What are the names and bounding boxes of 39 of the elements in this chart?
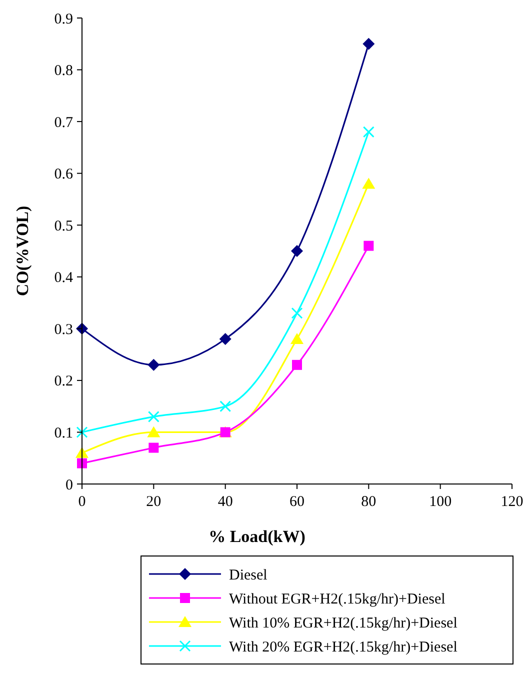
y-tick-label: 0.4 xyxy=(54,270,74,286)
x-tick-label: 60 xyxy=(290,494,304,510)
y-tick-label: 0.5 xyxy=(54,218,73,234)
point xyxy=(77,458,87,468)
point xyxy=(364,240,374,251)
legend-label: With 20% EGR+H2(.15kg/hr)+Diesel xyxy=(229,639,458,656)
point xyxy=(362,126,374,138)
y-axis-title: CO(%VOL) xyxy=(13,206,32,296)
legend-label: With 10% EGR+H2(.15kg/hr)+Diesel xyxy=(229,615,458,632)
y-tick-label: 0.6 xyxy=(54,166,74,183)
x-axis-title: % Load(kW) xyxy=(208,527,306,546)
point xyxy=(148,442,159,453)
point xyxy=(362,38,375,50)
point xyxy=(76,426,88,438)
point xyxy=(290,333,304,344)
x-tick-label: 120 xyxy=(500,494,524,510)
x-tick-label: 0 xyxy=(78,494,86,510)
point xyxy=(148,410,160,422)
x-tick-label: 100 xyxy=(429,494,452,510)
x-tick-label: 20 xyxy=(146,494,162,510)
point xyxy=(148,358,160,371)
point xyxy=(291,307,303,319)
point xyxy=(362,178,376,189)
x-tick-label: 40 xyxy=(218,494,233,510)
legend-label: Diesel xyxy=(229,567,268,584)
point xyxy=(219,333,232,346)
y-tick-label: 0.7 xyxy=(54,114,74,131)
point xyxy=(291,245,303,257)
y-tick-label: 0.9 xyxy=(54,11,73,28)
y-tick-label: 0 xyxy=(66,477,73,494)
y-tick-label: 0.8 xyxy=(54,63,73,80)
point xyxy=(147,426,160,438)
legend-label: Without EGR+H2(.15kg/hr)+Diesel xyxy=(229,591,446,608)
y-tick-label: 0.1 xyxy=(54,425,73,442)
x-tick-label: 80 xyxy=(361,494,376,510)
point xyxy=(292,360,302,370)
y-tick-label: 0.3 xyxy=(54,322,73,338)
point xyxy=(220,400,232,412)
y-tick-label: 0.2 xyxy=(54,374,73,390)
